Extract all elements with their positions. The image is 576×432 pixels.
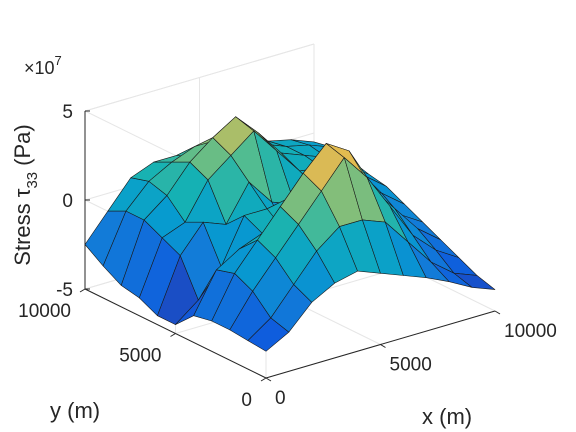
z-tick-label: -5 (56, 280, 73, 301)
z-axis-label: Stress τ33(Pa) (10, 124, 41, 265)
labels-layer: ×107 Stress τ33(Pa) y (m) x (m) 0 5000 100… (10, 53, 557, 429)
box-edge-top-back (84, 43, 315, 112)
x-tick-mark (494, 310, 501, 315)
surface-layer (84, 116, 496, 352)
z-tick-label: 0 (62, 191, 73, 212)
x-axis-label: x (m) (422, 404, 472, 429)
x-tick-label: 0 (275, 388, 286, 409)
z-tick-label: 5 (62, 102, 73, 123)
x-tick-mark (265, 377, 272, 382)
y-tick-mark (170, 333, 176, 337)
y-tick-label: 0 (241, 390, 252, 411)
y-tick-mark (260, 377, 267, 382)
y-tick-label: 10000 (18, 301, 71, 322)
y-axis-label: y (m) (50, 398, 100, 423)
x-tick-mark (380, 344, 386, 348)
x-tick-label: 10000 (504, 321, 557, 342)
y-tick-mark (79, 288, 86, 293)
z-exponent-label: ×107 (24, 53, 62, 78)
y-tick-label: 5000 (119, 346, 161, 367)
x-tick-label: 5000 (390, 355, 432, 376)
surface-facet (453, 272, 496, 290)
axes-layer (79, 110, 501, 382)
